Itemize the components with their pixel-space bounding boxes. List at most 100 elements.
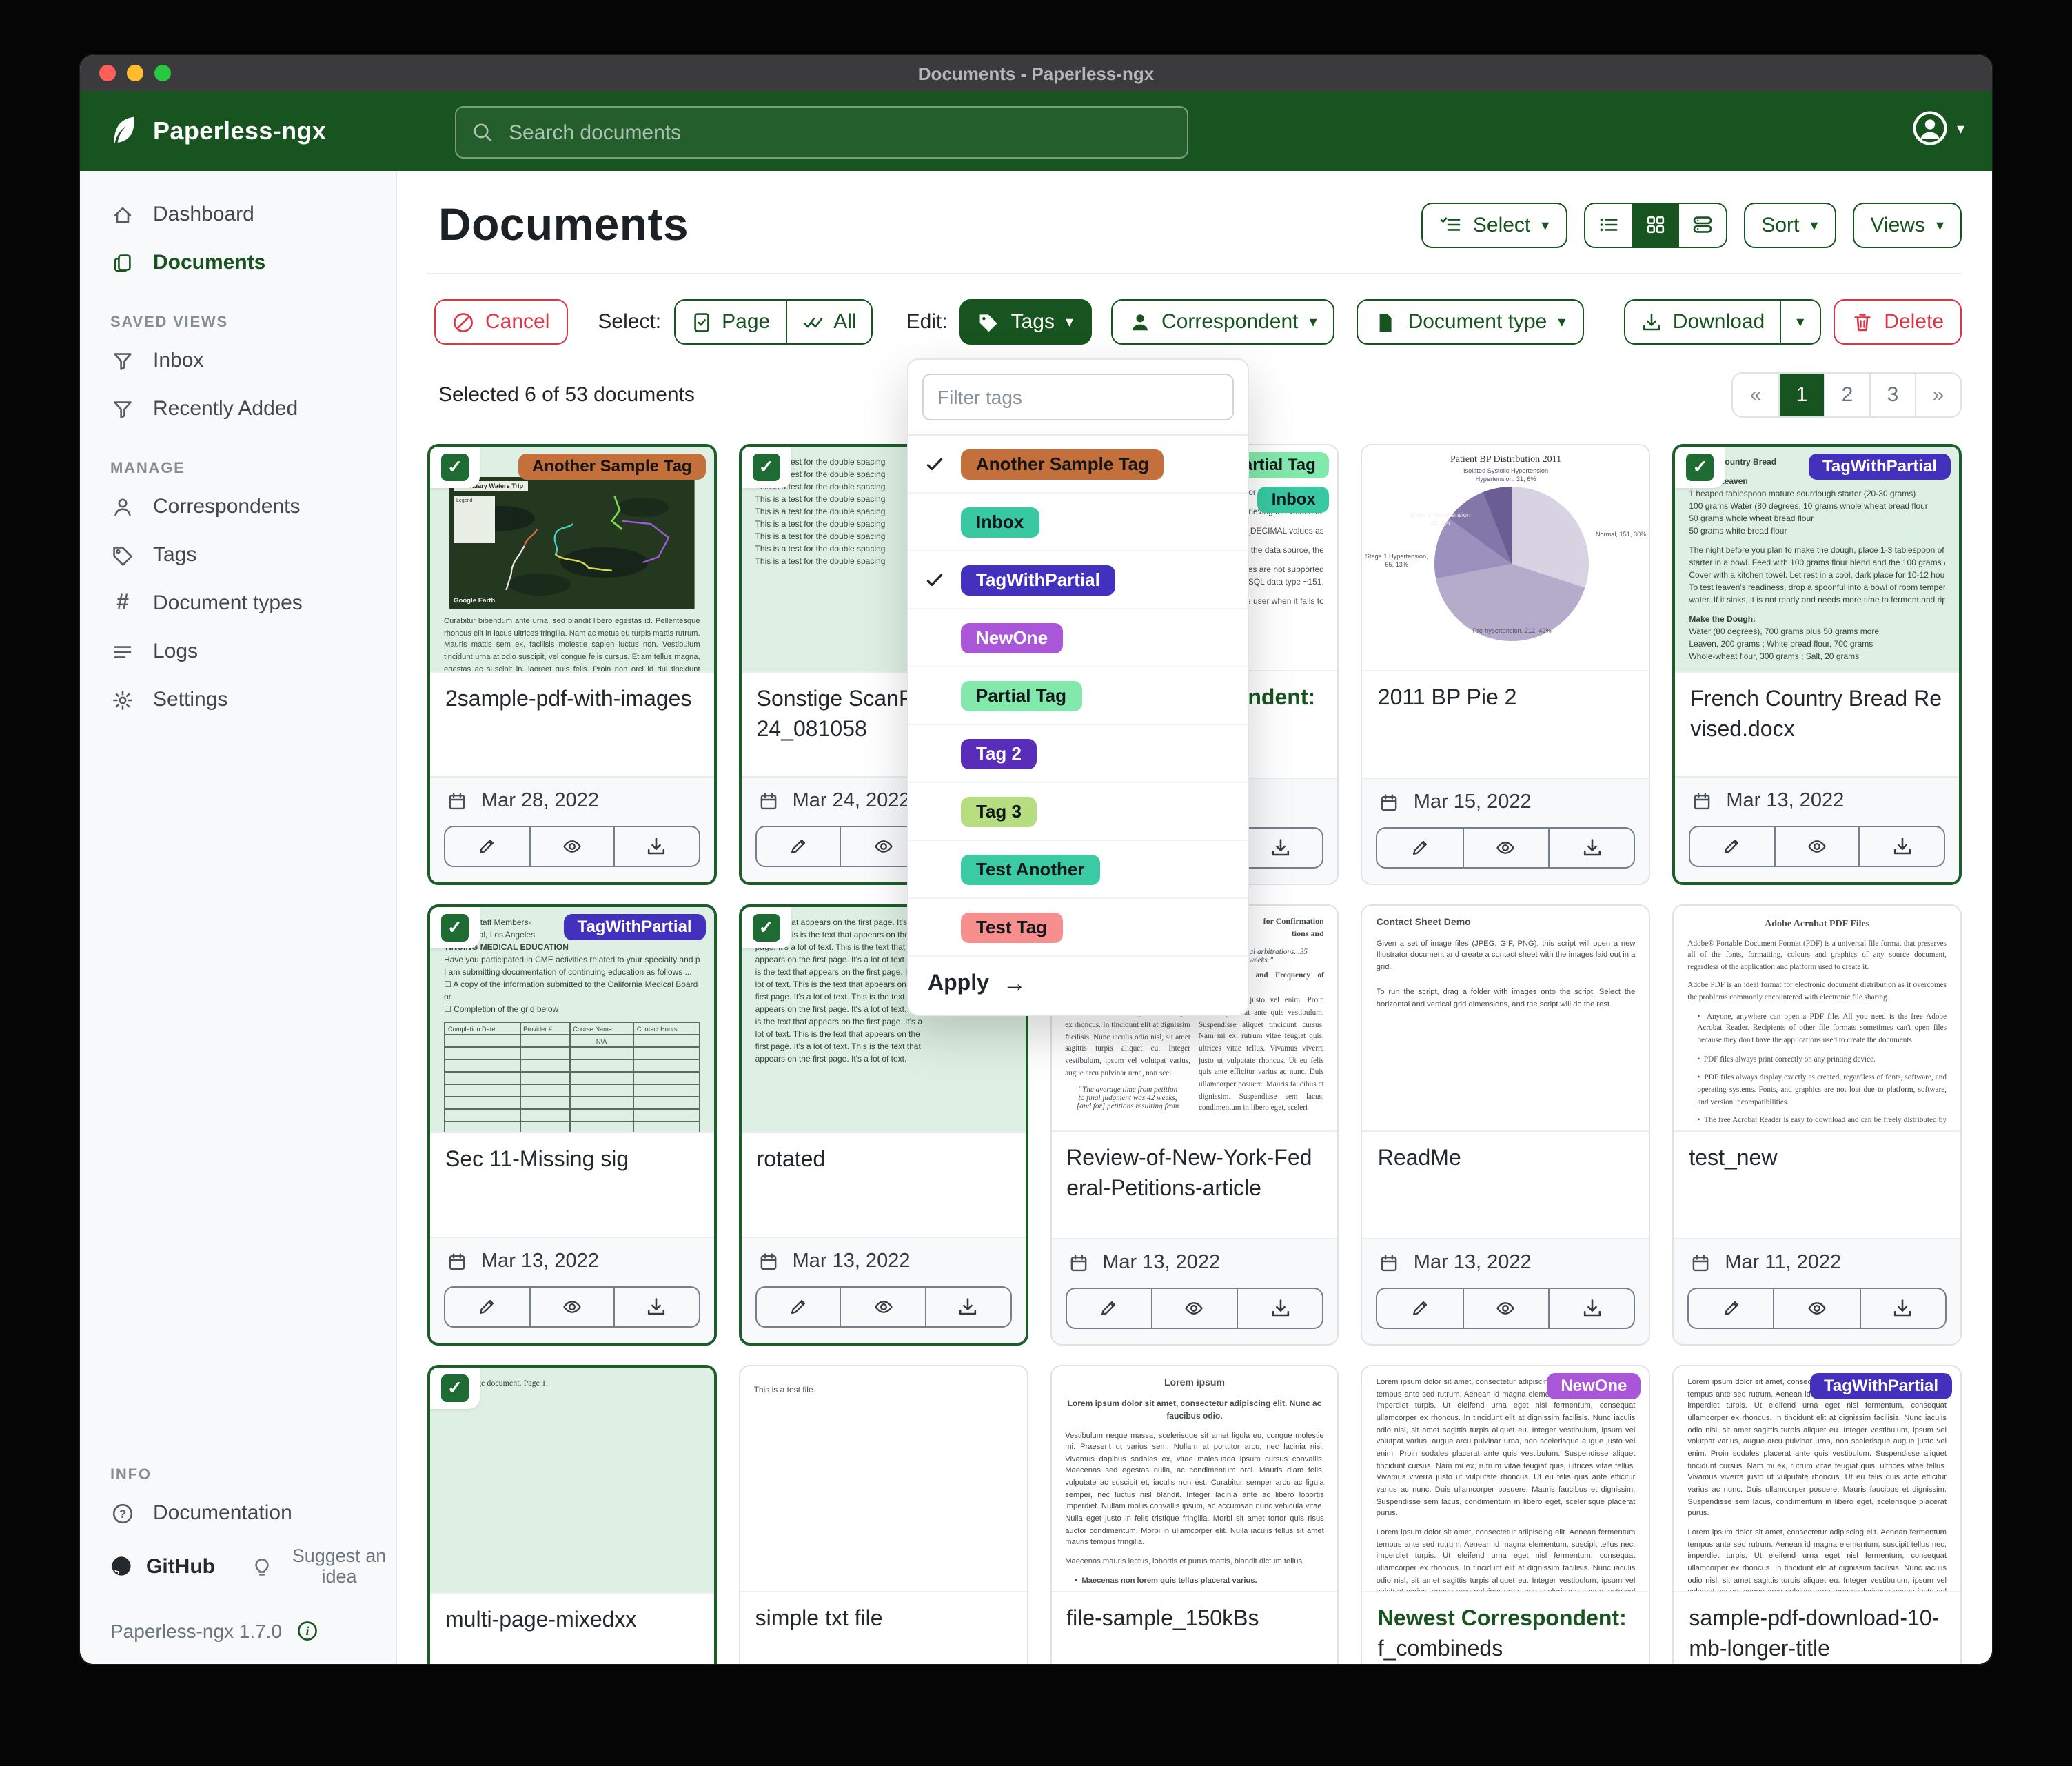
sidebar-item-tags[interactable]: Tags bbox=[80, 531, 207, 579]
sidebar-item-correspondents[interactable]: Correspondents bbox=[80, 483, 311, 531]
document-card[interactable]: ✓ a multi page document. Page 1. multi-p… bbox=[427, 1365, 717, 1664]
card-view-button[interactable] bbox=[1462, 1289, 1548, 1328]
card-title[interactable]: Sec 11-Missing sig bbox=[445, 1148, 629, 1172]
card-edit-button[interactable] bbox=[1689, 1289, 1774, 1328]
tag-option[interactable]: Partial Tag bbox=[908, 667, 1248, 725]
card-download-button[interactable] bbox=[1237, 829, 1323, 867]
document-card[interactable]: Another Sample Tag ✓ Boundary Waters bbox=[427, 444, 717, 885]
card-view-button[interactable] bbox=[840, 1288, 925, 1326]
sidebar-item-documentation[interactable]: ? Documentation bbox=[80, 1489, 396, 1537]
card-view-button[interactable] bbox=[1774, 827, 1859, 866]
card-title[interactable]: rotated bbox=[756, 1148, 826, 1172]
document-card[interactable]: Contact Sheet Demo Given a set of image f… bbox=[1361, 904, 1651, 1346]
card-edit-button[interactable] bbox=[1378, 1289, 1463, 1328]
sidebar-item-inbox[interactable]: Inbox bbox=[80, 336, 214, 385]
app-logo[interactable]: Paperless-ngx bbox=[108, 114, 326, 148]
tag-option[interactable]: Tag 2 bbox=[908, 725, 1248, 783]
select-button[interactable]: Select ▾ bbox=[1421, 202, 1567, 247]
minimize-button[interactable] bbox=[127, 65, 143, 81]
card-view-button[interactable] bbox=[840, 827, 925, 866]
document-card[interactable]: This is a test file. simple txt file bbox=[738, 1365, 1028, 1664]
card-download-button[interactable] bbox=[613, 1288, 698, 1326]
detail-view-toggle[interactable] bbox=[1678, 203, 1726, 246]
document-card[interactable]: Lorem ipsum Lorem ipsum dolor sit amet, c… bbox=[1050, 1365, 1339, 1664]
document-card[interactable]: TagWithPartial Lorem ipsum dolor sit ame… bbox=[1672, 1365, 1962, 1664]
document-type-button[interactable]: Document type ▾ bbox=[1357, 299, 1584, 345]
card-title[interactable]: 2sample-pdf-with-images bbox=[445, 688, 692, 711]
card-checkbox[interactable]: ✓ bbox=[441, 914, 469, 942]
sort-button[interactable]: Sort ▾ bbox=[1743, 202, 1836, 247]
views-button[interactable]: Views ▾ bbox=[1852, 202, 1962, 247]
apply-tags-button[interactable]: Apply → bbox=[908, 957, 1248, 1015]
card-edit-button[interactable] bbox=[445, 827, 529, 866]
card-view-button[interactable] bbox=[1150, 1289, 1237, 1328]
user-menu-button[interactable]: ▾ bbox=[1913, 110, 1964, 146]
card-download-button[interactable] bbox=[1858, 827, 1944, 866]
tag-option[interactable]: Another Sample Tag bbox=[908, 436, 1248, 494]
card-edit-button[interactable] bbox=[1378, 829, 1463, 867]
card-title[interactable]: Newest Correspondent: f_combineds bbox=[1377, 1607, 1627, 1662]
cancel-button[interactable]: Cancel bbox=[434, 299, 568, 345]
select-page-button[interactable]: Page bbox=[675, 301, 786, 343]
tag-badge[interactable]: TagWithPartial bbox=[563, 914, 706, 940]
download-button[interactable]: Download bbox=[1625, 301, 1780, 343]
card-download-button[interactable] bbox=[924, 1288, 1010, 1326]
correspondent-button[interactable]: Correspondent ▾ bbox=[1110, 299, 1335, 345]
card-view-button[interactable] bbox=[1773, 1289, 1860, 1328]
select-all-button[interactable]: All bbox=[785, 301, 872, 343]
card-edit-button[interactable] bbox=[757, 827, 840, 866]
delete-button[interactable]: Delete bbox=[1833, 299, 1962, 345]
pagination-page-2[interactable]: 2 bbox=[1824, 374, 1869, 416]
card-title[interactable]: test_new bbox=[1689, 1147, 1778, 1170]
download-options-button[interactable]: ▾ bbox=[1780, 301, 1820, 343]
sidebar-item-logs[interactable]: Logs bbox=[80, 627, 209, 676]
tag-option[interactable]: Inbox bbox=[908, 494, 1248, 551]
card-view-button[interactable] bbox=[529, 1288, 613, 1326]
card-title[interactable]: 2011 BP Pie 2 bbox=[1377, 687, 1517, 710]
tag-option[interactable]: TagWithPartial bbox=[908, 551, 1248, 609]
card-title[interactable]: Review-of-New-York-Federal-Petitions-art… bbox=[1066, 1147, 1312, 1201]
tag-option[interactable]: Test Tag bbox=[908, 899, 1248, 957]
card-title[interactable]: file-sample_150kBs bbox=[1066, 1607, 1259, 1631]
card-checkbox[interactable]: ✓ bbox=[1686, 454, 1714, 481]
zoom-button[interactable] bbox=[154, 65, 171, 81]
suggest-idea-link[interactable]: Suggest an idea bbox=[251, 1537, 396, 1595]
card-download-button[interactable] bbox=[1547, 829, 1634, 867]
tag-option[interactable]: Tag 3 bbox=[908, 783, 1248, 841]
card-download-button[interactable] bbox=[1237, 1289, 1323, 1328]
card-download-button[interactable] bbox=[1547, 1289, 1634, 1328]
list-view-toggle[interactable] bbox=[1585, 203, 1632, 246]
tag-badge[interactable]: Inbox bbox=[1257, 487, 1330, 513]
sidebar-item-settings[interactable]: Settings bbox=[80, 676, 238, 724]
card-title[interactable]: simple txt file bbox=[755, 1607, 883, 1631]
sidebar-item-recently-added[interactable]: Recently Added bbox=[80, 385, 309, 433]
pagination-prev[interactable]: « bbox=[1733, 374, 1778, 416]
sidebar-item-documents[interactable]: Documents bbox=[80, 238, 276, 287]
tag-badge[interactable]: TagWithPartial bbox=[1809, 1373, 1952, 1399]
pagination-page-1[interactable]: 1 bbox=[1778, 374, 1824, 416]
card-view-button[interactable] bbox=[1462, 829, 1548, 867]
grid-view-toggle[interactable] bbox=[1632, 203, 1679, 246]
document-card[interactable]: Adobe Acrobat PDF Files Adobe® Portable D… bbox=[1672, 904, 1962, 1346]
document-card[interactable]: TagWithPartial ✓ French Country BreadFor… bbox=[1672, 444, 1962, 885]
document-card[interactable]: Patient BP Distribution 2011 Isolated Sy… bbox=[1361, 444, 1651, 885]
document-card[interactable]: TagWithPartial ✓ Medical Staff Members-a… bbox=[427, 904, 717, 1346]
card-title[interactable]: French Country Bread Revised.docx bbox=[1690, 688, 1942, 742]
sidebar-item-dashboard[interactable]: Dashboard bbox=[80, 190, 265, 238]
tag-badge[interactable]: TagWithPartial bbox=[1808, 454, 1951, 480]
tag-badge[interactable]: NewOne bbox=[1547, 1373, 1641, 1399]
close-button[interactable] bbox=[99, 65, 116, 81]
pagination-page-3[interactable]: 3 bbox=[1869, 374, 1915, 416]
github-link[interactable]: GitHub bbox=[110, 1546, 215, 1586]
card-view-button[interactable] bbox=[529, 827, 613, 866]
card-download-button[interactable] bbox=[613, 827, 698, 866]
card-title[interactable]: ReadMe bbox=[1377, 1147, 1461, 1170]
card-title[interactable]: sample-pdf-download-10-mb-longer-title bbox=[1689, 1607, 1940, 1662]
card-checkbox[interactable]: ✓ bbox=[441, 454, 469, 481]
card-download-button[interactable] bbox=[1859, 1289, 1945, 1328]
search-input[interactable] bbox=[506, 119, 1187, 145]
card-checkbox[interactable]: ✓ bbox=[752, 454, 780, 481]
filter-tags-input[interactable] bbox=[922, 374, 1234, 420]
card-edit-button[interactable] bbox=[757, 1288, 840, 1326]
card-edit-button[interactable] bbox=[1066, 1289, 1151, 1328]
